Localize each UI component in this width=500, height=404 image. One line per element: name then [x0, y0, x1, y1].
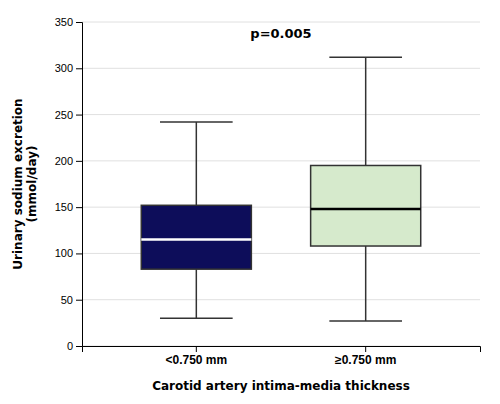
- y-axis-title-line: Urinary sodium excretion: [11, 98, 25, 269]
- box-plot: [311, 57, 421, 321]
- tick-mark: [365, 346, 366, 352]
- grid-line: [82, 114, 480, 115]
- x-axis-title: Carotid artery intima-media thickness: [152, 379, 410, 393]
- whisker: [196, 269, 198, 318]
- whisker: [365, 246, 367, 321]
- x-axis: <0.750 mm ≥0.750 mm: [83, 346, 481, 367]
- box: [141, 205, 251, 269]
- tick: 300: [55, 62, 82, 74]
- tick: <0.750 mm: [165, 346, 227, 367]
- tick-label: 150: [55, 201, 73, 213]
- y-axis-title: Urinary sodium excretion(mmol/day): [11, 98, 39, 269]
- tick-mark: [76, 300, 82, 301]
- tick-label: ≥0.750 mm: [335, 353, 396, 367]
- tick-mark: [76, 253, 82, 254]
- whisker-cap: [160, 121, 233, 123]
- median: [311, 208, 421, 211]
- tick-label: 250: [55, 109, 73, 121]
- whisker-cap: [329, 56, 402, 58]
- whisker: [365, 57, 367, 165]
- tick-label: 300: [55, 62, 73, 74]
- whisker-cap: [160, 317, 233, 319]
- plot: 0 50 100 150 200 250 300 350 <0.750 mm ≥0.750 mm p…: [55, 16, 481, 367]
- boxes: [141, 57, 420, 321]
- tick-mark: [76, 22, 82, 23]
- annotation: p=0.005: [250, 26, 311, 41]
- tick-mark: [76, 115, 82, 116]
- box-plot: [141, 122, 251, 318]
- grid-line: [82, 68, 480, 69]
- tick-label: <0.750 mm: [165, 353, 227, 367]
- tick: 200: [55, 155, 82, 167]
- tick: 0: [67, 340, 82, 352]
- whisker-cap: [329, 320, 402, 322]
- tick-label: 50: [61, 294, 73, 306]
- tick-mark: [76, 68, 82, 69]
- tick: 250: [55, 109, 82, 121]
- box: [311, 165, 421, 246]
- tick: ≥0.750 mm: [335, 346, 396, 367]
- tick: 150: [55, 201, 82, 213]
- grid-line: [82, 299, 480, 300]
- tick-label: 0: [67, 340, 73, 352]
- y-axis-title-line: (mmol/day): [25, 146, 39, 223]
- grid-line: [82, 22, 480, 23]
- grid-line: [82, 160, 480, 161]
- tick-mark: [76, 207, 82, 208]
- axis-line: [76, 23, 83, 347]
- grid: [82, 22, 480, 346]
- tick-label: 100: [55, 247, 73, 259]
- tick: 50: [61, 294, 82, 306]
- tick-mark: [76, 346, 82, 347]
- tick-label: 200: [55, 155, 73, 167]
- tick-mark: [196, 346, 197, 352]
- y-axis: 0 50 100 150 200 250 300 350: [55, 16, 83, 352]
- tick: 100: [55, 247, 82, 259]
- chart: 0 50 100 150 200 250 300 350 <0.750 mm ≥0.750 mm p…: [0, 0, 500, 404]
- median: [141, 238, 251, 241]
- tick-mark: [76, 161, 82, 162]
- tick-label: 350: [55, 16, 73, 28]
- tick: 350: [55, 16, 82, 28]
- whisker: [196, 122, 198, 205]
- axis-line: [83, 347, 481, 353]
